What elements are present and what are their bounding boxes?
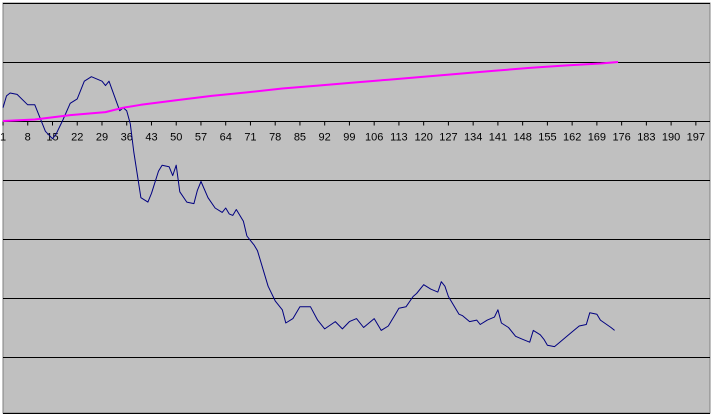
x-tick-label: 176 xyxy=(612,132,630,144)
x-tick-label: 190 xyxy=(662,132,680,144)
x-tick-label: 106 xyxy=(365,132,383,144)
x-tick-label: 113 xyxy=(390,132,408,144)
x-tick-label: 162 xyxy=(563,132,581,144)
gridlines xyxy=(3,3,710,414)
x-tick-label: 169 xyxy=(588,132,606,144)
x-tick-label: 155 xyxy=(538,132,556,144)
x-tick-label: 50 xyxy=(170,132,182,144)
x-tick-label: 197 xyxy=(687,132,705,144)
x-tick-label: 29 xyxy=(96,132,108,144)
x-tick-label: 78 xyxy=(269,132,281,144)
x-tick-label: 43 xyxy=(145,132,157,144)
series-line-1 xyxy=(2,76,615,348)
x-tick-label: 8 xyxy=(25,132,31,144)
x-tick-label: 1 xyxy=(0,132,6,144)
x-tick-label: 120 xyxy=(414,132,432,144)
x-tick-label: 36 xyxy=(121,132,133,144)
x-tick-label: 148 xyxy=(513,132,531,144)
x-tick-label: 183 xyxy=(637,132,655,144)
x-tick-label: 141 xyxy=(489,132,507,144)
x-tick-label: 92 xyxy=(319,132,331,144)
x-tick-label: 57 xyxy=(195,132,207,144)
series-layer xyxy=(2,61,619,348)
x-tick-label: 85 xyxy=(294,132,306,144)
series-line-2 xyxy=(2,61,619,122)
x-tick-label: 99 xyxy=(343,132,355,144)
plot-area xyxy=(2,2,711,414)
x-tick-label: 22 xyxy=(71,132,83,144)
x-tick-label: 71 xyxy=(244,132,256,144)
x-tick-label: 64 xyxy=(220,132,232,144)
x-tick-label: 134 xyxy=(464,132,482,144)
x-tick-label: 127 xyxy=(439,132,457,144)
